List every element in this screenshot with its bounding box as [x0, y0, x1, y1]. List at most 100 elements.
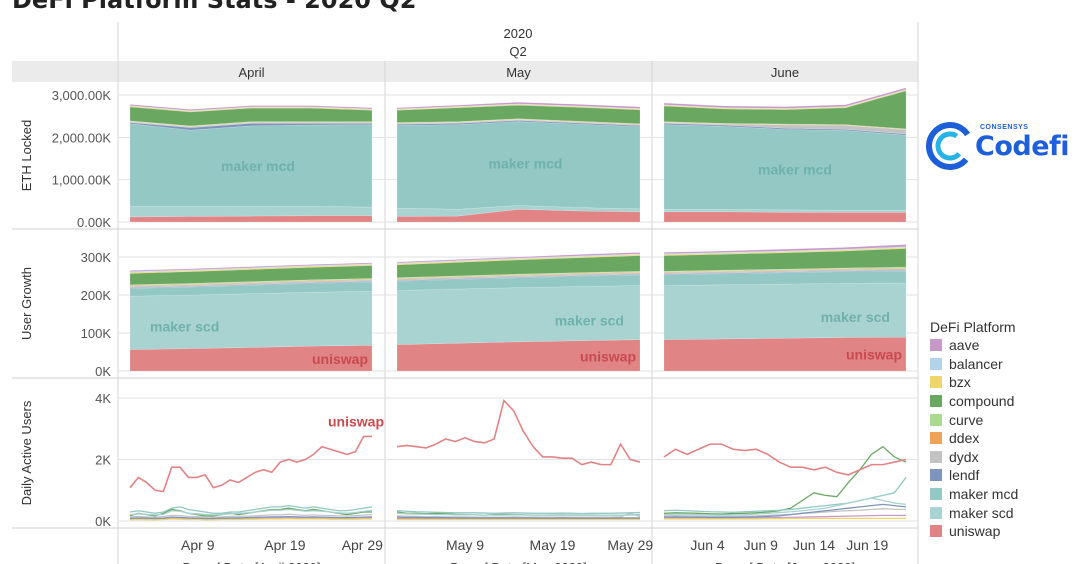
series-label-maker-scd: maker scd	[821, 309, 890, 325]
area-balancer-panel-3	[663, 89, 907, 110]
ytick-label: 200K	[81, 288, 112, 303]
codefi-logo: CONSENSYS Codefi	[926, 118, 1076, 178]
line-compound-panel-3	[663, 445, 907, 515]
header-month-april: April	[238, 65, 264, 80]
series-label-uniswap: uniswap	[846, 347, 902, 363]
line-lendf-panel-1	[129, 515, 373, 520]
xtick-label: Jun 9	[744, 537, 778, 553]
area-uniswap-panel-3	[663, 211, 907, 223]
ytick-label: 3,000.00K	[52, 88, 112, 103]
area-maker-mcd-panel-2	[396, 274, 641, 291]
line-lendf-panel-2	[396, 516, 640, 519]
area-aave-panel-1	[129, 103, 373, 111]
line-maker-mcd-panel-2	[396, 510, 641, 515]
ytick-label: 2,000.00K	[52, 130, 112, 145]
defi-chart: 2020 Q2 April May June 3,000.00K 2,000.00K 1,00…	[12, 22, 919, 564]
area-balancer-panel-3	[663, 246, 907, 255]
ytick-label: 300K	[81, 250, 112, 265]
logo-supertitle: CONSENSYS	[980, 124, 1029, 131]
line-maker-scd-panel-3	[663, 497, 907, 516]
xtick-label: Apr 9	[181, 537, 215, 553]
legend-label: ddex	[949, 430, 980, 447]
legend-item-aave: aave	[930, 336, 1018, 355]
area-curve-panel-2	[396, 118, 641, 125]
series-label-maker-scd: maker scd	[150, 318, 219, 334]
legend-label: maker scd	[949, 504, 1014, 521]
ytick-label: 4K	[95, 391, 111, 406]
series-label-uniswap: uniswap	[328, 413, 384, 429]
xtick-label: Jun 4	[690, 537, 724, 553]
ytick-label: 0.00K	[77, 215, 111, 230]
area-maker-scd-panel-1	[129, 206, 373, 218]
area-compound-panel-3	[663, 90, 907, 130]
logo-wordmark: Codefi	[975, 131, 1070, 162]
header-band	[12, 61, 918, 82]
line-uniswap-panel-2	[396, 398, 641, 466]
xtick-label: Jun 14	[793, 537, 835, 553]
line-maker-mcd-panel-1	[129, 504, 373, 514]
line-uniswap-panel-1	[129, 435, 372, 493]
legend-label: curve	[949, 411, 984, 428]
line-maker-mcd-panel-3	[663, 477, 907, 513]
legend-items: aave balancer bzx compound curve ddex dydx lend…	[930, 336, 1018, 541]
area-aave-panel-2	[396, 101, 641, 110]
legend-label: balancer	[949, 355, 1003, 372]
legend-label: uniswap	[949, 523, 1001, 540]
legend-title: DeFi Platform	[930, 319, 1016, 335]
line-bzx-panel-1	[129, 518, 372, 521]
x-axis-title: Day of Date [April 2020]	[182, 560, 320, 564]
series-label-maker-mcd: maker mcd	[489, 156, 563, 172]
legend-swatch	[930, 339, 942, 352]
legend: DeFi Platform aave balancer bzx compound cur…	[930, 319, 1018, 541]
y-axis-title: User Growth	[19, 267, 34, 340]
area-aave-panel-3	[663, 244, 907, 255]
xtick-label: May 19	[530, 537, 576, 553]
legend-item-maker-mcd: maker mcd	[930, 485, 1018, 504]
area-ddex-panel-3	[663, 267, 907, 273]
ytick-label: 0K	[95, 514, 111, 529]
line-dydx-panel-2	[396, 512, 641, 519]
header-month-june: June	[771, 65, 799, 80]
ytick-label: 0K	[95, 364, 111, 379]
legend-swatch	[930, 506, 942, 519]
xtick-label: Jun 19	[846, 537, 888, 553]
line-uniswap-panel-3	[663, 443, 907, 476]
ytick-label: 1,000.00K	[52, 173, 112, 188]
line-bzx-panel-3	[664, 517, 906, 520]
xtick-label: May 29	[607, 537, 653, 553]
legend-swatch	[930, 376, 942, 389]
legend-label: compound	[949, 393, 1015, 410]
legend-label: aave	[949, 337, 980, 354]
legend-swatch	[930, 469, 942, 482]
y-axis-title: ETH Locked	[19, 120, 34, 192]
area-lendf-panel-3	[663, 123, 907, 136]
header-year: 2020	[504, 26, 533, 41]
line-aave-panel-1	[129, 517, 373, 520]
series-label-maker-mcd: maker mcd	[758, 162, 832, 178]
line-maker-scd-panel-2	[396, 512, 641, 517]
header-month-may: May	[506, 65, 531, 80]
legend-item-curve: curve	[930, 410, 1018, 429]
area-balancer-panel-2	[396, 253, 641, 265]
x-axis-title: Day of Date [May 2020]	[450, 560, 587, 564]
legend-label: maker mcd	[949, 486, 1019, 503]
series-label-maker-scd: maker scd	[555, 313, 624, 329]
area-aave-panel-2	[396, 252, 641, 264]
area-maker-mcd-panel-3	[663, 270, 907, 286]
legend-item-compound: compound	[930, 392, 1018, 411]
line-maker-scd-panel-1	[129, 508, 373, 516]
area-maker-mcd-panel-3	[663, 124, 907, 211]
ytick-label: 100K	[81, 326, 112, 341]
legend-swatch	[930, 395, 942, 408]
legend-item-balancer: balancer	[930, 355, 1018, 374]
y-axis-title: Daily Active Users	[19, 400, 34, 505]
legend-swatch	[930, 488, 942, 501]
area-aave-panel-1	[129, 262, 373, 272]
legend-swatch	[930, 432, 942, 445]
codefi-logo-icon	[926, 122, 974, 170]
legend-item-lendf: lendf	[930, 466, 1018, 485]
page-title: DeFi Platform Stats - 2020 Q2	[12, 0, 417, 14]
legend-label: bzx	[949, 374, 971, 391]
series-label-maker-mcd: maker mcd	[221, 158, 295, 174]
series-label-uniswap: uniswap	[580, 348, 636, 364]
